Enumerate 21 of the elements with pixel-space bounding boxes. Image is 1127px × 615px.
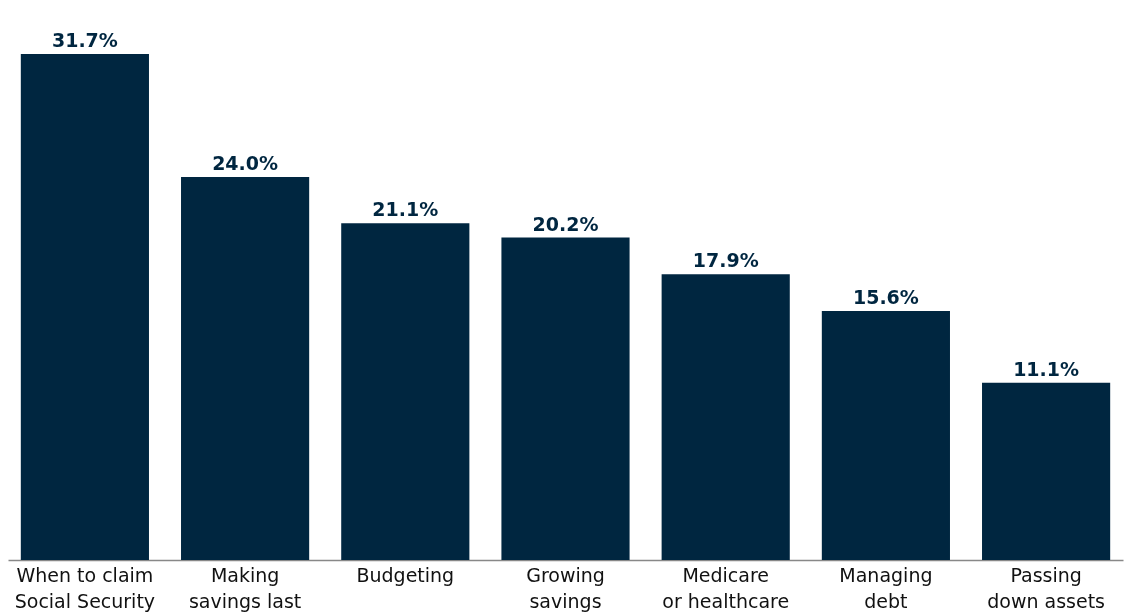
x-tick-label: When to claim Social Security — [14, 563, 156, 612]
x-tick-label: Medicare or healthcare — [662, 563, 790, 612]
bar — [821, 310, 950, 560]
x-tick-label: Passing down assets — [987, 563, 1105, 612]
x-tick-label: Making savings last — [188, 563, 302, 612]
bar — [661, 274, 790, 560]
data-label: 31.7% — [51, 29, 118, 51]
data-label: 21.1% — [372, 198, 439, 221]
x-tick-label: Budgeting — [356, 563, 455, 586]
x-tick-label: Growing savings — [526, 563, 605, 612]
bar — [501, 237, 630, 560]
data-label: 24.0% — [212, 151, 279, 174]
x-tick-label: Managing debt — [839, 563, 933, 612]
data-label: 17.9% — [692, 249, 759, 272]
bar — [181, 176, 310, 560]
data-label: 15.6% — [852, 285, 919, 308]
bar — [341, 223, 470, 560]
data-label: 11.1% — [1013, 357, 1080, 380]
bar — [20, 54, 149, 560]
data-label: 20.2% — [532, 212, 599, 235]
bar — [982, 382, 1111, 560]
